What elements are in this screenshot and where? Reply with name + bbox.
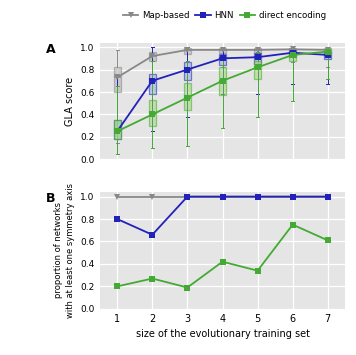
Bar: [149, 100, 156, 126]
Bar: [219, 67, 226, 95]
Bar: [114, 67, 121, 92]
Bar: [219, 48, 226, 53]
Bar: [324, 51, 331, 59]
Bar: [184, 48, 191, 54]
Text: A: A: [46, 43, 55, 56]
Bar: [184, 62, 191, 80]
Bar: [114, 120, 121, 139]
Bar: [149, 52, 156, 61]
Bar: [254, 48, 261, 53]
Bar: [289, 48, 296, 51]
Text: B: B: [46, 192, 55, 205]
Bar: [254, 53, 261, 64]
Y-axis label: proportion of networks
with at least one symmetry axis: proportion of networks with at least one…: [54, 183, 75, 318]
Bar: [324, 48, 331, 52]
Bar: [149, 74, 156, 94]
Bar: [324, 50, 331, 55]
Y-axis label: GLA score: GLA score: [65, 76, 75, 126]
Bar: [289, 50, 296, 57]
Bar: [114, 120, 121, 139]
Bar: [289, 53, 296, 61]
X-axis label: size of the evolutionary training set: size of the evolutionary training set: [136, 329, 309, 339]
Bar: [254, 61, 261, 78]
Bar: [219, 54, 226, 65]
Bar: [184, 83, 191, 110]
Legend: Map-based, HNN, direct encoding: Map-based, HNN, direct encoding: [119, 8, 329, 24]
